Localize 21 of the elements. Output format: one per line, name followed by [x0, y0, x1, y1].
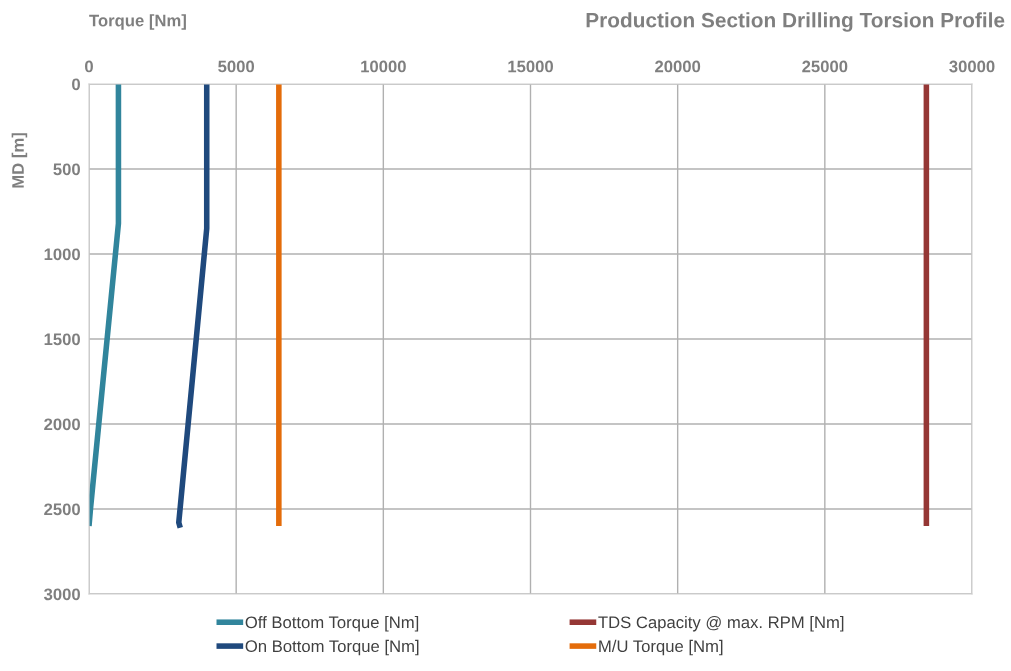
legend-label: On Bottom Torque [Nm]	[245, 639, 419, 656]
y-tick-label: 3000	[43, 588, 80, 601]
x-tick-label: 5000	[218, 60, 255, 73]
y-tick-label: 500	[53, 163, 80, 176]
x-axis-title: Torque [Nm]	[89, 14, 186, 30]
y-tick-label: 0	[72, 78, 80, 91]
x-tick-label: 10000	[361, 60, 406, 73]
legend-label: M/U Torque [Nm]	[599, 639, 723, 656]
x-tick-label: 30000	[949, 60, 995, 73]
y-tick-label: 1000	[44, 248, 80, 261]
x-tick-label: 20000	[655, 60, 701, 73]
y-axis-title: MD [m]	[11, 133, 28, 188]
y-tick-label: 2500	[44, 503, 80, 516]
x-tick-label: 25000	[802, 60, 848, 73]
y-tick-label: 1500	[44, 333, 80, 346]
x-tick-label: 15000	[508, 60, 553, 73]
legend-label: TDS Capacity @ max. RPM [Nm]	[598, 615, 844, 632]
chart-title: Production Section Drilling Torsion Profile	[586, 12, 1005, 32]
x-tick-label: 0	[85, 60, 93, 73]
y-tick-label: 2000	[44, 418, 80, 431]
legend-label: Off Bottom Torque [Nm]	[245, 615, 419, 632]
